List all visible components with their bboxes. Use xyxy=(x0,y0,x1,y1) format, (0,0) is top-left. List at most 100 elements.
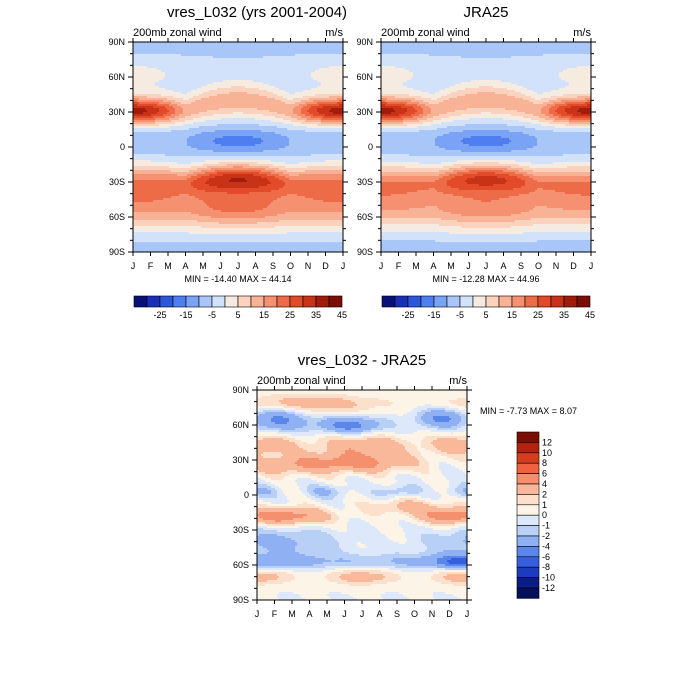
colorbar-label: -25 xyxy=(401,310,414,320)
x-tick-label: J xyxy=(341,261,346,271)
colorbar-swatch xyxy=(498,295,513,308)
colorbar-swatch xyxy=(407,295,422,308)
colorbar-label: 15 xyxy=(259,310,269,320)
panel-model-left-subtitle: 200mb zonal wind xyxy=(133,27,222,39)
panel-model-colorbar: -25 -15 -5 5 15 25 35 45 xyxy=(133,295,347,320)
colorbar-swatch xyxy=(516,442,540,454)
y-tick-label: 60S xyxy=(109,212,125,222)
y-tick-label: 30S xyxy=(109,177,125,187)
colorbar-swatch xyxy=(433,295,448,308)
colorbar-label: 25 xyxy=(533,310,543,320)
colorbar-label: -10 xyxy=(542,573,555,583)
colorbar-swatch xyxy=(211,295,226,308)
panel-diff: vres_L032 - JRA25 200mb zonal wind m/s J… xyxy=(232,352,577,619)
colorbar-label: 12 xyxy=(542,437,552,447)
y-tick-label: 60N xyxy=(108,72,125,82)
colorbar-label: 35 xyxy=(311,310,321,320)
colorbar-swatch xyxy=(315,295,330,308)
x-tick-label: S xyxy=(518,261,524,271)
colorbar-label: -8 xyxy=(542,562,550,572)
colorbar-swatch xyxy=(185,295,200,308)
panel-model-units: m/s xyxy=(325,27,343,39)
x-tick-label: O xyxy=(287,261,294,271)
x-tick-label: J xyxy=(360,609,365,619)
colorbar-swatch xyxy=(516,577,540,589)
panel-model-minmax: MIN = -14.40 MAX = 44.14 xyxy=(184,274,291,284)
colorbar-label: 5 xyxy=(235,310,240,320)
x-tick-label: A xyxy=(182,261,188,271)
x-tick-label: J xyxy=(379,261,384,271)
x-tick-label: J xyxy=(589,261,594,271)
x-tick-label: F xyxy=(148,261,154,271)
panel-obs-minmax: MIN = -12.28 MAX = 44.96 xyxy=(432,274,539,284)
panel-diff-title: vres_L032 - JRA25 xyxy=(298,352,426,369)
colorbar-swatch xyxy=(516,483,540,495)
panel-obs-left-subtitle: 200mb zonal wind xyxy=(381,27,470,39)
x-tick-label: M xyxy=(164,261,172,271)
x-tick-label: J xyxy=(131,261,136,271)
panel-model-contour-field xyxy=(133,42,343,252)
x-tick-label: M xyxy=(447,261,455,271)
x-tick-label: A xyxy=(252,261,258,271)
panel-diff-contour-field xyxy=(257,390,467,600)
y-tick-label: 60S xyxy=(357,212,373,222)
y-tick-label: 0 xyxy=(244,490,249,500)
x-tick-label: J xyxy=(255,609,260,619)
colorbar-swatch xyxy=(516,556,540,568)
x-tick-label: A xyxy=(306,609,312,619)
colorbar-swatch xyxy=(250,295,265,308)
colorbar-swatch xyxy=(563,295,578,308)
x-tick-label: J xyxy=(236,261,241,271)
colorbar-swatch xyxy=(576,295,591,308)
panel-obs-contour-field xyxy=(381,42,591,252)
colorbar-swatch xyxy=(516,546,540,558)
colorbar-swatch xyxy=(516,473,540,485)
y-tick-label: 30N xyxy=(108,107,125,117)
colorbar-label: -5 xyxy=(456,310,464,320)
colorbar-label: 35 xyxy=(559,310,569,320)
colorbar-label: 5 xyxy=(483,310,488,320)
colorbar-swatch xyxy=(263,295,278,308)
x-tick-label: J xyxy=(218,261,223,271)
colorbar-label: 8 xyxy=(542,458,547,468)
colorbar-label: 2 xyxy=(542,489,547,499)
colorbar-swatch xyxy=(516,452,540,464)
y-tick-label: 90N xyxy=(232,385,249,395)
x-tick-label: J xyxy=(484,261,489,271)
colorbar-label: -5 xyxy=(208,310,216,320)
colorbar-label: 10 xyxy=(542,448,552,458)
panel-diff-units: m/s xyxy=(449,375,467,387)
y-tick-label: 90S xyxy=(109,247,125,257)
colorbar-label: 25 xyxy=(285,310,295,320)
x-tick-label: D xyxy=(322,261,329,271)
colorbar-swatch xyxy=(276,295,291,308)
x-tick-label: N xyxy=(305,261,312,271)
colorbar-label: -15 xyxy=(427,310,440,320)
colorbar-swatch xyxy=(302,295,317,308)
panel-diff-left-subtitle: 200mb zonal wind xyxy=(257,375,346,387)
y-tick-label: 0 xyxy=(368,142,373,152)
colorbar-label: -6 xyxy=(542,552,550,562)
colorbar-label: 45 xyxy=(337,310,347,320)
colorbar-swatch xyxy=(550,295,565,308)
y-tick-label: 90S xyxy=(357,247,373,257)
colorbar-swatch xyxy=(172,295,187,308)
panel-obs-units: m/s xyxy=(573,27,591,39)
colorbar-swatch xyxy=(446,295,461,308)
colorbar-swatch xyxy=(198,295,213,308)
colorbar-swatch xyxy=(146,295,161,308)
x-tick-label: A xyxy=(376,609,382,619)
y-tick-label: 90N xyxy=(108,37,125,47)
colorbar-swatch xyxy=(472,295,487,308)
colorbar-label: -1 xyxy=(542,521,550,531)
colorbar-label: -12 xyxy=(542,583,555,593)
colorbar-swatch xyxy=(516,535,540,547)
panel-model-title: vres_L032 (yrs 2001-2004) xyxy=(167,4,347,21)
x-tick-label: J xyxy=(466,261,471,271)
colorbar-label: 1 xyxy=(542,500,547,510)
panel-diff-minmax: MIN = -7.73 MAX = 8.07 xyxy=(480,406,577,416)
